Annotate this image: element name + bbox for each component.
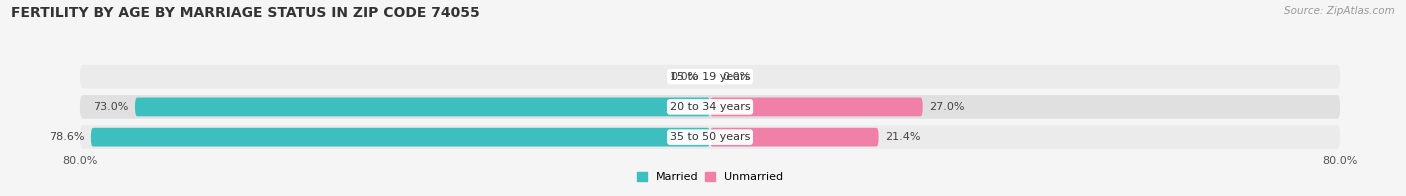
Text: 73.0%: 73.0% — [93, 102, 129, 112]
Text: 21.4%: 21.4% — [884, 132, 921, 142]
Text: 20 to 34 years: 20 to 34 years — [669, 102, 751, 112]
FancyBboxPatch shape — [710, 98, 922, 116]
Legend: Married, Unmarried: Married, Unmarried — [634, 170, 786, 185]
Text: 35 to 50 years: 35 to 50 years — [669, 132, 751, 142]
FancyBboxPatch shape — [80, 125, 1340, 149]
Text: Source: ZipAtlas.com: Source: ZipAtlas.com — [1284, 6, 1395, 16]
FancyBboxPatch shape — [135, 98, 710, 116]
FancyBboxPatch shape — [80, 95, 1340, 119]
Text: 15 to 19 years: 15 to 19 years — [669, 72, 751, 82]
FancyBboxPatch shape — [80, 65, 1340, 88]
Text: 0.0%: 0.0% — [671, 72, 699, 82]
FancyBboxPatch shape — [91, 128, 710, 147]
Text: 78.6%: 78.6% — [49, 132, 84, 142]
Text: FERTILITY BY AGE BY MARRIAGE STATUS IN ZIP CODE 74055: FERTILITY BY AGE BY MARRIAGE STATUS IN Z… — [11, 6, 479, 20]
Text: 0.0%: 0.0% — [721, 72, 749, 82]
FancyBboxPatch shape — [710, 128, 879, 147]
Text: 27.0%: 27.0% — [929, 102, 965, 112]
